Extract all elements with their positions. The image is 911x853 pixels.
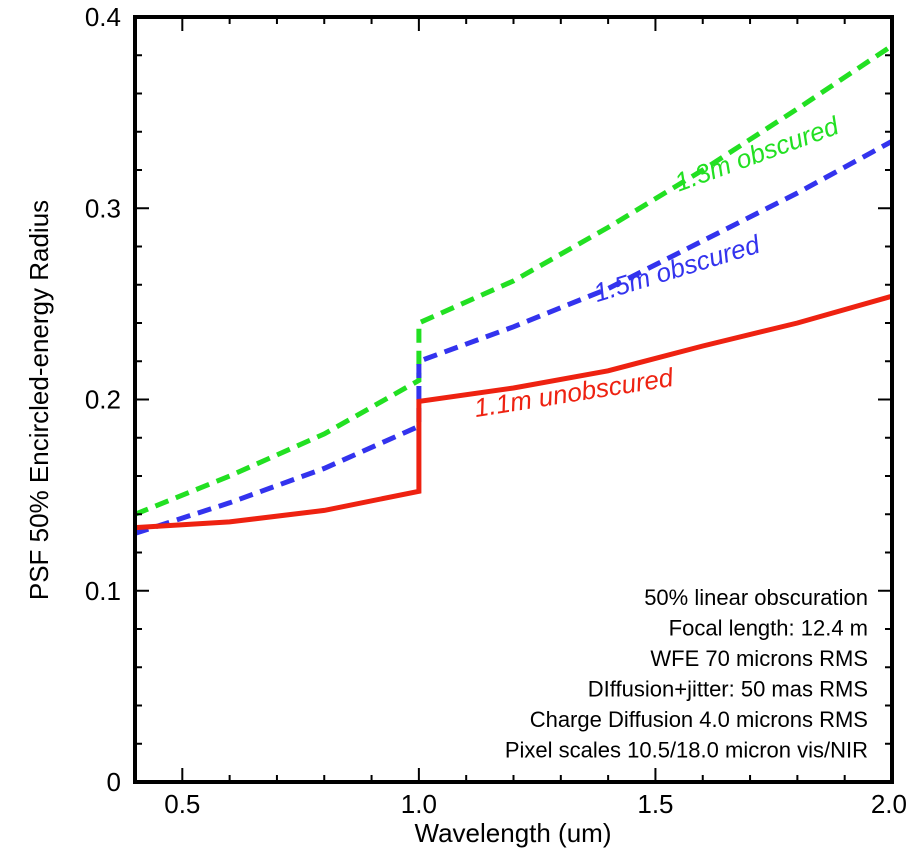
x-axis-title: Wavelength (um) — [415, 818, 612, 848]
y-tick-label: 0.3 — [85, 193, 121, 223]
x-tick-label: 1.5 — [637, 789, 673, 819]
annotation-block: 50% linear obscuration Focal length: 12.4… — [505, 585, 868, 763]
y-tick-label: 0 — [107, 767, 121, 797]
annotation-line: 50% linear obscuration — [644, 585, 868, 610]
plot-frame — [133, 15, 894, 784]
annotation-line: WFE 70 microns RMS — [650, 646, 868, 671]
tick-label-layer: 0.5 1.0 1.5 2.0 0 0.1 0.2 0.3 0.4 — [85, 2, 907, 819]
annotation-line: Pixel scales 10.5/18.0 micron vis/NIR — [505, 738, 868, 763]
y-axis-title: PSF 50% Encircled-energy Radius — [24, 200, 54, 600]
y-tick-label: 0.2 — [85, 385, 121, 415]
annotation-line: DIffusion+jitter: 50 mas RMS — [588, 677, 868, 702]
series-line-1 — [134, 139, 894, 536]
series-layer — [134, 43, 894, 536]
series-label-2: 1.1m unobscured — [472, 362, 677, 423]
y-tick-label: 0.4 — [85, 2, 121, 32]
y-tick-label: 0.1 — [85, 576, 121, 606]
annotation-line: Focal length: 12.4 m — [669, 616, 868, 641]
series-label-1: 1.5m obscured — [590, 229, 765, 308]
x-tick-label: 2.0 — [871, 789, 907, 819]
series-line-2 — [134, 293, 893, 531]
x-tick-label: 0.5 — [164, 789, 200, 819]
series-line-0 — [134, 43, 894, 517]
x-tick-label: 1.0 — [401, 789, 437, 819]
annotation-line: Charge Diffusion 4.0 microns RMS — [530, 707, 868, 732]
